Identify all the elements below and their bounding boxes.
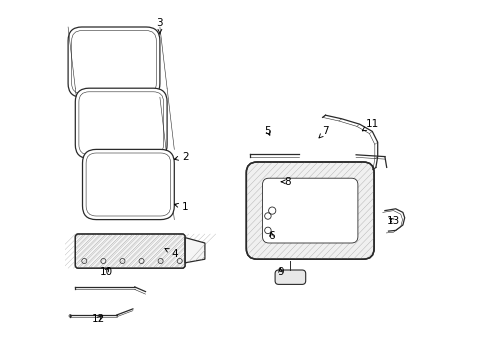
FancyBboxPatch shape <box>82 149 174 220</box>
Text: 5: 5 <box>264 126 271 136</box>
FancyBboxPatch shape <box>75 234 185 268</box>
FancyBboxPatch shape <box>246 162 373 259</box>
Text: 13: 13 <box>386 216 400 226</box>
Text: 12: 12 <box>92 314 105 324</box>
Text: 9: 9 <box>277 267 283 277</box>
Text: 1: 1 <box>174 202 188 212</box>
FancyBboxPatch shape <box>275 270 305 284</box>
Text: 2: 2 <box>174 152 188 162</box>
Text: 10: 10 <box>99 267 112 277</box>
FancyBboxPatch shape <box>68 27 160 97</box>
Text: 3: 3 <box>156 18 163 34</box>
Text: 8: 8 <box>281 177 290 187</box>
Text: 6: 6 <box>267 231 274 241</box>
FancyBboxPatch shape <box>75 88 167 158</box>
FancyBboxPatch shape <box>262 178 357 243</box>
Text: 4: 4 <box>164 248 177 259</box>
Text: 11: 11 <box>362 119 378 131</box>
Text: 7: 7 <box>318 126 328 138</box>
Polygon shape <box>185 238 204 263</box>
